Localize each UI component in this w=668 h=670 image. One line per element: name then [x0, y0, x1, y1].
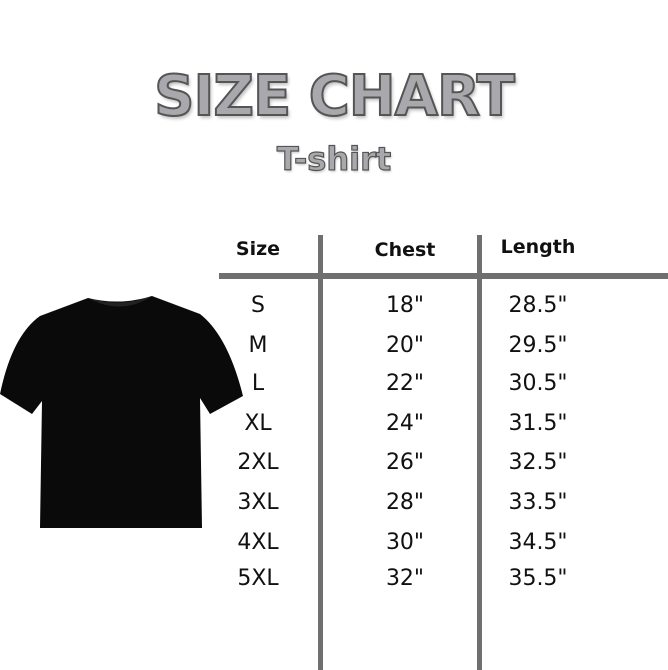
cell-chest: 32" — [385, 566, 425, 591]
cell-size: M — [248, 333, 268, 358]
header-divider — [219, 273, 668, 279]
cell-size: S — [251, 293, 265, 318]
cell-chest: 26" — [385, 450, 425, 475]
page-title: SIZE CHART — [153, 63, 516, 130]
cell-size: 2XL — [237, 450, 279, 475]
cell-chest: 30" — [385, 530, 425, 555]
header-size: Size — [235, 238, 281, 260]
cell-size: 5XL — [237, 566, 279, 591]
header-chest: Chest — [374, 239, 436, 261]
cell-length: 33.5" — [508, 490, 568, 515]
cell-size: 3XL — [237, 490, 279, 515]
cell-length: 32.5" — [508, 450, 568, 475]
cell-size: 4XL — [237, 530, 279, 555]
page-subtitle: T-shirt — [276, 139, 392, 178]
cell-size: XL — [244, 411, 272, 436]
cell-length: 30.5" — [508, 371, 568, 396]
cell-length: 29.5" — [508, 333, 568, 358]
cell-length: 28.5" — [508, 293, 568, 318]
cell-length: 34.5" — [508, 530, 568, 555]
cell-chest: 28" — [385, 490, 425, 515]
column-divider — [477, 235, 482, 670]
cell-size: L — [251, 371, 265, 396]
cell-length: 35.5" — [508, 566, 568, 591]
tshirt-image — [0, 296, 243, 528]
cell-chest: 22" — [385, 371, 425, 396]
column-divider — [318, 235, 323, 670]
cell-chest: 20" — [385, 333, 425, 358]
header-length: Length — [500, 236, 576, 258]
cell-length: 31.5" — [508, 411, 568, 436]
cell-chest: 18" — [385, 293, 425, 318]
cell-chest: 24" — [385, 411, 425, 436]
